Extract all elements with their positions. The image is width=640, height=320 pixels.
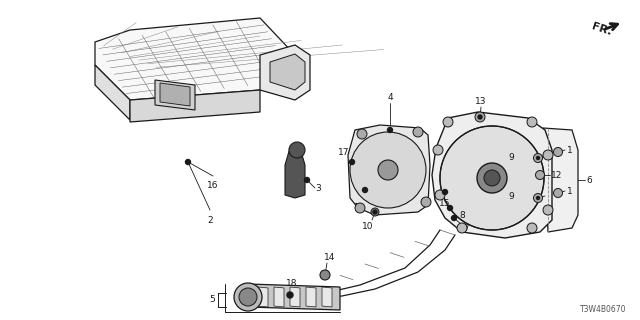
Circle shape	[373, 210, 377, 214]
Polygon shape	[543, 128, 578, 232]
Circle shape	[536, 156, 540, 159]
Polygon shape	[130, 90, 260, 122]
Polygon shape	[322, 287, 332, 307]
Circle shape	[543, 205, 553, 215]
Text: 11: 11	[355, 203, 365, 212]
Circle shape	[234, 283, 262, 311]
Circle shape	[355, 203, 365, 213]
Polygon shape	[274, 287, 284, 307]
Circle shape	[305, 178, 310, 182]
Circle shape	[349, 159, 355, 164]
Circle shape	[350, 132, 426, 208]
Circle shape	[320, 270, 330, 280]
Circle shape	[443, 117, 453, 127]
Circle shape	[543, 150, 553, 160]
Polygon shape	[285, 148, 305, 198]
Circle shape	[554, 148, 563, 156]
Text: 15: 15	[439, 198, 451, 207]
Text: 3: 3	[315, 183, 321, 193]
Circle shape	[527, 223, 537, 233]
Polygon shape	[348, 125, 430, 215]
Text: 2: 2	[207, 215, 213, 225]
Polygon shape	[95, 65, 130, 120]
Text: 12: 12	[551, 171, 563, 180]
Text: 16: 16	[207, 180, 219, 189]
Polygon shape	[160, 83, 190, 106]
Circle shape	[440, 126, 544, 230]
Text: T3W4B0670: T3W4B0670	[580, 305, 627, 314]
Polygon shape	[155, 80, 195, 110]
Text: 9: 9	[508, 191, 514, 201]
Text: 9: 9	[508, 153, 514, 162]
Circle shape	[477, 163, 507, 193]
Circle shape	[536, 171, 545, 180]
Text: 8: 8	[459, 211, 465, 220]
Text: 17: 17	[339, 148, 349, 156]
Circle shape	[289, 142, 305, 158]
Text: 6: 6	[586, 175, 592, 185]
Text: 18: 18	[286, 279, 298, 289]
Text: 1: 1	[567, 146, 573, 155]
Polygon shape	[260, 45, 310, 100]
Text: 14: 14	[324, 253, 336, 262]
Circle shape	[527, 117, 537, 127]
Circle shape	[484, 170, 500, 186]
Circle shape	[357, 129, 367, 139]
Circle shape	[378, 160, 398, 180]
Circle shape	[186, 159, 191, 164]
Text: 13: 13	[476, 97, 487, 106]
Text: FR.: FR.	[590, 21, 612, 37]
Circle shape	[387, 127, 392, 132]
Circle shape	[421, 197, 431, 207]
Text: 5: 5	[209, 295, 215, 305]
Circle shape	[447, 205, 452, 211]
Circle shape	[239, 288, 257, 306]
Circle shape	[413, 127, 423, 137]
Circle shape	[287, 292, 293, 298]
Circle shape	[534, 194, 543, 203]
Text: 10: 10	[362, 221, 374, 230]
Polygon shape	[432, 112, 552, 238]
Circle shape	[534, 154, 543, 163]
Circle shape	[457, 223, 467, 233]
Text: 4: 4	[387, 92, 393, 101]
Polygon shape	[258, 287, 268, 307]
Text: 7: 7	[463, 223, 469, 233]
Circle shape	[536, 196, 540, 199]
Circle shape	[475, 112, 485, 122]
Circle shape	[435, 190, 445, 200]
Polygon shape	[306, 287, 316, 307]
Circle shape	[554, 188, 563, 197]
Circle shape	[478, 115, 482, 119]
Polygon shape	[270, 54, 305, 90]
Circle shape	[442, 189, 447, 195]
Circle shape	[433, 145, 443, 155]
Polygon shape	[95, 18, 295, 100]
Text: 1: 1	[567, 187, 573, 196]
Circle shape	[451, 215, 456, 220]
Polygon shape	[248, 284, 340, 310]
Circle shape	[362, 188, 367, 193]
Polygon shape	[290, 287, 300, 307]
Circle shape	[371, 208, 379, 216]
